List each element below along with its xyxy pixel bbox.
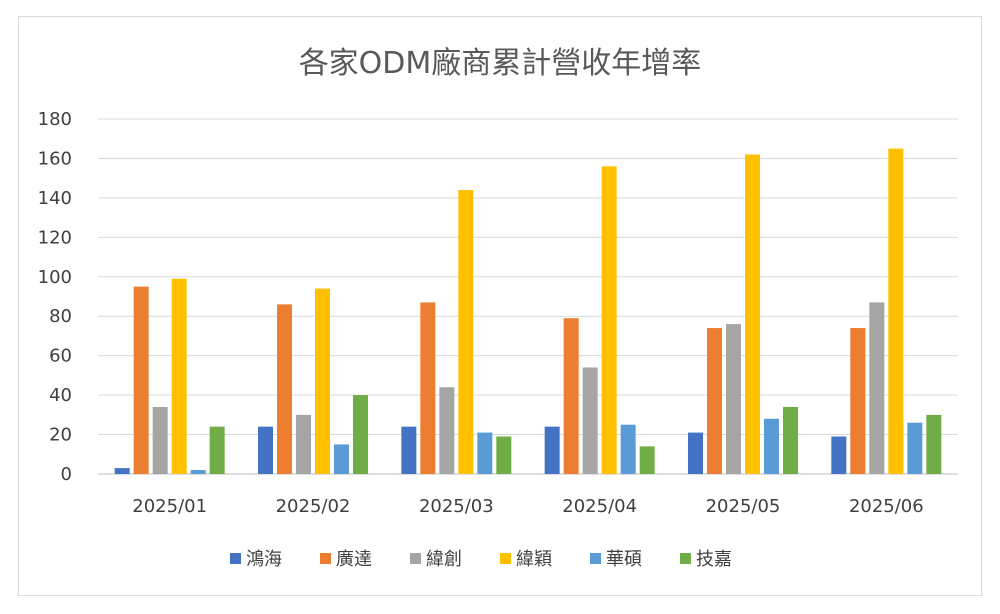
bar <box>315 288 330 474</box>
legend-swatch <box>500 553 511 564</box>
y-tick-label: 20 <box>49 425 72 446</box>
bar <box>353 395 368 474</box>
y-tick-label: 80 <box>49 306 72 327</box>
legend-swatch <box>680 553 691 564</box>
legend-swatch <box>410 553 421 564</box>
legend: 鴻海 廣達 緯創 緯穎 華碩 技嘉 <box>230 549 732 570</box>
bar <box>458 190 474 474</box>
y-tick-label: 40 <box>49 385 72 406</box>
bar <box>888 148 904 475</box>
bar <box>707 328 722 474</box>
y-tick-label: 120 <box>38 227 72 248</box>
legend-label: 緯創 <box>426 549 462 570</box>
bar <box>907 422 923 474</box>
bar <box>783 406 798 474</box>
bar <box>688 432 703 474</box>
bar <box>209 426 225 474</box>
bar <box>831 436 847 474</box>
bar <box>926 414 942 474</box>
bar <box>114 468 130 474</box>
legend-label: 廣達 <box>336 549 372 570</box>
bar <box>726 324 741 474</box>
legend-label: 鴻海 <box>246 549 282 570</box>
bar <box>439 387 455 474</box>
gridlines <box>98 118 958 475</box>
bar <box>764 418 779 474</box>
bar <box>152 406 168 474</box>
chart-title: 各家ODM廠商累計營收年增率 <box>299 46 702 81</box>
x-tick-label: 2025/04 <box>562 496 637 517</box>
y-axis-ticks: 0 20 40 60 80 100 120 140 160 180 <box>38 109 72 485</box>
bar <box>334 444 349 474</box>
y-tick-label: 60 <box>49 346 72 367</box>
bar <box>477 432 493 474</box>
bar <box>496 436 512 474</box>
legend-swatch <box>230 553 241 564</box>
bar <box>563 318 579 474</box>
bar <box>620 424 636 474</box>
x-tick-label: 2025/03 <box>419 496 494 517</box>
bar <box>296 414 311 474</box>
bar <box>171 278 187 474</box>
bar <box>601 166 617 475</box>
bar <box>133 286 149 474</box>
x-tick-label: 2025/01 <box>132 496 207 517</box>
legend-label: 技嘉 <box>696 549 732 570</box>
bar <box>582 367 598 474</box>
legend-label: 華碩 <box>606 549 642 570</box>
x-axis-ticks: 2025/01 2025/02 2025/03 2025/04 2025/05 2025/… <box>132 496 923 517</box>
y-tick-label: 100 <box>38 267 72 288</box>
bar <box>258 426 273 474</box>
bar <box>869 302 885 474</box>
y-tick-label: 140 <box>38 188 72 209</box>
x-tick-label: 2025/02 <box>276 496 351 517</box>
y-tick-label: 160 <box>38 148 72 169</box>
bar <box>401 426 417 474</box>
x-tick-label: 2025/05 <box>706 496 781 517</box>
x-tick-label: 2025/06 <box>849 496 924 517</box>
bar <box>745 154 760 474</box>
bar <box>420 302 436 474</box>
bars <box>114 148 942 475</box>
bar <box>277 304 292 474</box>
legend-label: 緯穎 <box>516 549 552 570</box>
y-tick-label: 0 <box>61 464 72 485</box>
legend-swatch <box>320 553 331 564</box>
bar <box>850 328 866 474</box>
bar <box>544 426 560 474</box>
bar <box>639 446 655 474</box>
legend-swatch <box>590 553 601 564</box>
y-tick-label: 180 <box>38 109 72 130</box>
bar <box>190 470 206 474</box>
